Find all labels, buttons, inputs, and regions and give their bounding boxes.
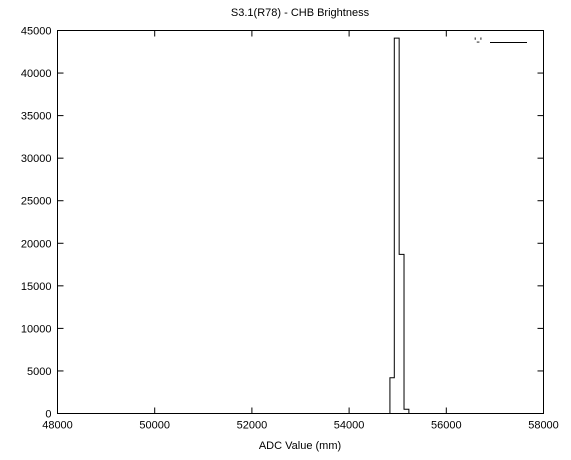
y-tick-label: 20000 — [21, 238, 52, 250]
x-tick-label: 54000 — [334, 420, 365, 432]
x-tick-label: 48000 — [42, 420, 73, 432]
y-tick-label: 0 — [45, 409, 51, 421]
chart-title: S3.1(R78) - CHB Brightness — [231, 7, 370, 19]
y-tick-label: 40000 — [21, 68, 52, 80]
y-tick-label: 15000 — [21, 281, 52, 293]
y-axis: 0 5000 10000 15000 20000 25000 30000 35000 40000… — [21, 26, 544, 421]
x-tick-label: 58000 — [528, 420, 559, 432]
x-axis: 48000 50000 52000 54000 56000 58000 — [42, 30, 559, 432]
y-tick-label: 35000 — [21, 111, 52, 123]
legend-entry-label: '-' — [474, 36, 482, 48]
y-tick-label: 5000 — [27, 366, 51, 378]
plot-area-frame — [57, 30, 544, 414]
y-tick-label: 45000 — [21, 26, 52, 38]
legend: '-' — [474, 36, 527, 48]
y-tick-label: 10000 — [21, 323, 52, 335]
y-tick-label: 30000 — [21, 153, 52, 165]
y-tick-label: 25000 — [21, 196, 52, 208]
histogram-series-line — [389, 37, 410, 414]
x-tick-label: 56000 — [431, 420, 462, 432]
x-tick-label: 52000 — [237, 420, 268, 432]
x-tick-label: 50000 — [139, 420, 170, 432]
x-axis-label: ADC Value (mm) — [259, 440, 341, 452]
